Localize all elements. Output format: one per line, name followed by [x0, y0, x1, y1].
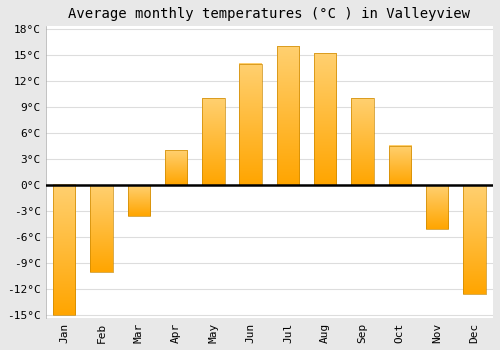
Bar: [426, 185, 448, 229]
Bar: [90, 185, 112, 272]
Bar: [352, 98, 374, 185]
Bar: [128, 185, 150, 216]
Bar: [463, 185, 485, 294]
Bar: [240, 64, 262, 185]
Bar: [165, 150, 188, 185]
Bar: [314, 53, 336, 185]
Bar: [388, 146, 411, 185]
Bar: [277, 46, 299, 185]
Title: Average monthly temperatures (°C ) in Valleyview: Average monthly temperatures (°C ) in Va…: [68, 7, 470, 21]
Bar: [202, 98, 224, 185]
Bar: [53, 185, 76, 315]
